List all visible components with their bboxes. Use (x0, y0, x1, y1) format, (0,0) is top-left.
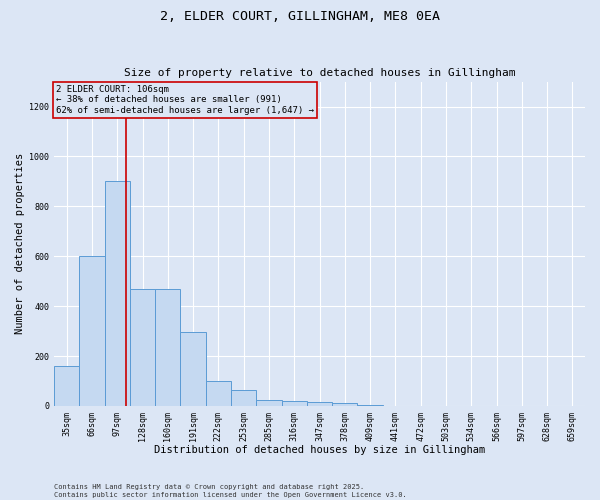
Bar (256, 400, 281, 406)
Bar (181, 332, 206, 406)
X-axis label: Distribution of detached houses by size in Gillingham: Distribution of detached houses by size … (154, 445, 485, 455)
Bar (54, 366, 79, 406)
Y-axis label: Number of detached properties: Number of detached properties (15, 153, 25, 334)
Bar (307, 402, 332, 406)
Title: Size of property relative to detached houses in Gillingham: Size of property relative to detached ho… (124, 68, 515, 78)
Bar (155, 288, 181, 406)
Bar (206, 381, 231, 406)
Bar (281, 401, 307, 406)
Bar (358, 404, 383, 406)
Bar (130, 288, 155, 406)
Text: Contains HM Land Registry data © Crown copyright and database right 2025.
Contai: Contains HM Land Registry data © Crown c… (54, 484, 407, 498)
Bar (104, 182, 130, 406)
Text: 2 ELDER COURT: 106sqm
← 38% of detached houses are smaller (991)
62% of semi-det: 2 ELDER COURT: 106sqm ← 38% of detached … (56, 85, 314, 114)
Bar (79, 256, 104, 406)
Text: 2, ELDER COURT, GILLINGHAM, ME8 0EA: 2, ELDER COURT, GILLINGHAM, ME8 0EA (160, 10, 440, 23)
Bar (231, 390, 256, 406)
Bar (332, 404, 358, 406)
